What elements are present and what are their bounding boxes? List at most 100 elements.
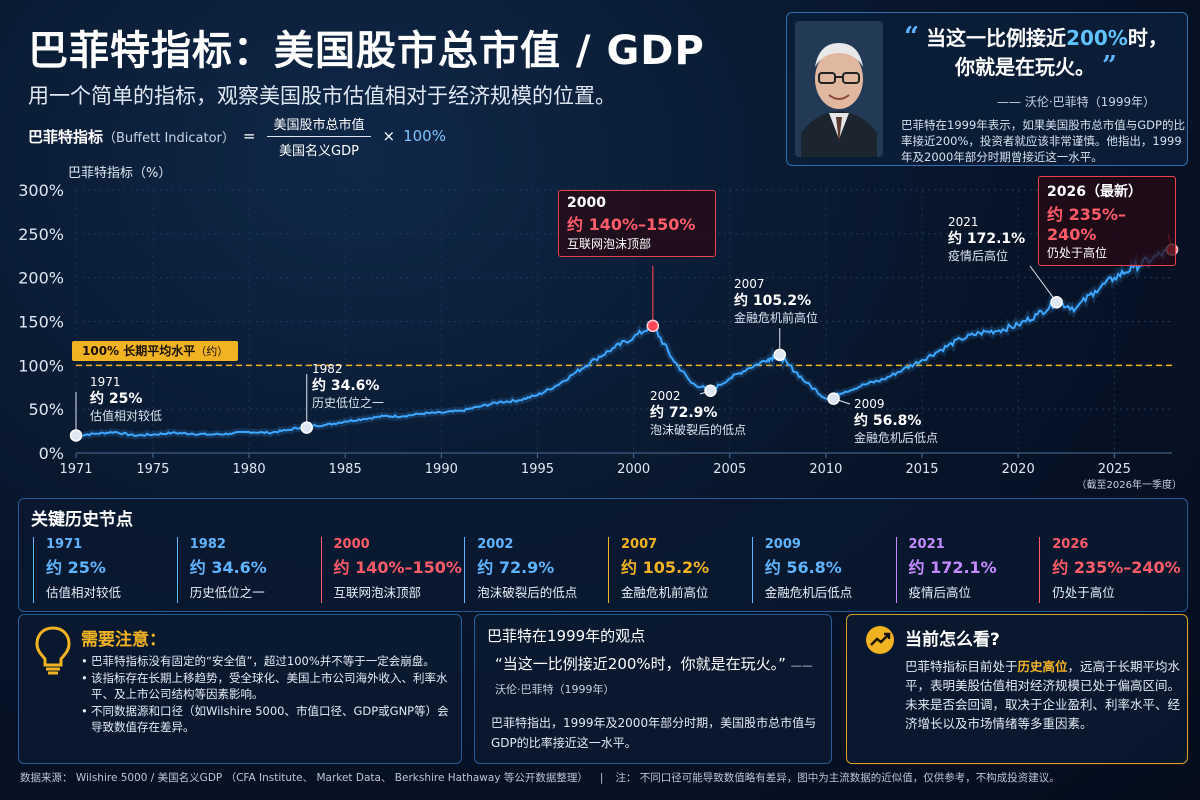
x-tick-label: 1980: [233, 462, 266, 477]
milestone-year: 2007: [621, 537, 658, 552]
x-axis-note: （截至2026年一季度）: [1076, 480, 1182, 491]
footer-separator: |: [599, 772, 604, 784]
quote-description: 巴菲特在1999年表示，如果美国股市总市值与GDP的比率接近200%，投资者就应…: [901, 118, 1185, 164]
milestone-value: 约 140%–150%: [333, 558, 462, 577]
milestone-year: 1971: [46, 537, 83, 552]
outlook-title: 当前怎么看?: [905, 630, 1000, 650]
annotation-1982-year: 1982: [312, 362, 343, 376]
formula-denominator: 美国名义GDP: [279, 143, 359, 159]
buffett-portrait: [795, 21, 883, 157]
outlook-body-post: ，远高于长期平均水平，表明美股估值相对经济规模已处于偏高区间。未来是否会回调，取…: [905, 659, 1181, 731]
caution-panel: 需要注意： 巴菲特指标没有固定的“安全值”，超过100%并不等于一定会崩盘。 该…: [18, 614, 462, 764]
caution-item: 该指标存在长期上移趋势，受全球化、美国上市公司海外收入、利率水平、及上市公司结构…: [81, 670, 453, 702]
annotation-2026-value: 约 235%–240%: [1047, 205, 1127, 244]
series-line: [75, 247, 1173, 438]
open-quote-mark: “: [904, 22, 920, 52]
y-tick-label: 300%: [18, 181, 64, 200]
annotation-1982: 1982 约 34.6% 历史低位之一: [312, 361, 384, 412]
y-tick-label: 0%: [39, 444, 64, 463]
buffett-view-title: 巴菲特在1999年的观点: [487, 627, 646, 645]
annotation-2009: 2009 约 56.8% 金融危机后低点: [854, 396, 938, 447]
annotation-2000-desc: 互联网泡沫顶部: [567, 237, 652, 251]
annotation-2009-year: 2009: [854, 397, 885, 411]
annotation-2026-desc: 仍处于高位: [1047, 246, 1108, 260]
formula-numerator: 美国股市总市值: [267, 114, 371, 137]
outlook-body: 巴菲特指标目前处于历史高位，远高于长期平均水平，表明美股估值相对经济规模已处于偏…: [905, 657, 1181, 733]
buffett-1999-view-panel: 巴菲特在1999年的观点 “当这一比例接近200%时，你就是在玩火。” —— 沃…: [474, 614, 832, 764]
formula-label-en: （Buffett Indicator）: [103, 130, 235, 146]
annotation-2026: 2026（最新） 约 235%–240% 仍处于高位: [1038, 176, 1176, 266]
milestone-desc: 金融危机前高位: [621, 585, 709, 600]
y-tick-label: 200%: [18, 269, 64, 288]
caution-item: 不同数据源和口径（如Wilshire 5000、市值口径、GDP或GNP等）会导…: [81, 703, 453, 735]
average-line-label: 100% 长期平均水平（约）: [72, 341, 239, 361]
milestone-desc: 互联网泡沫顶部: [333, 585, 422, 600]
annotation-2000-value: 约 140%–150%: [567, 215, 696, 234]
caution-list: 巴菲特指标没有固定的“安全值”，超过100%并不等于一定会崩盘。 该指标存在长期…: [81, 653, 453, 736]
chart-area: 巴菲特指标（%） 0% 50% 100% 150% 200% 250% 300% 1971 19…: [0, 158, 1200, 496]
x-tick-label: 2005: [713, 462, 746, 477]
annotation-2009-desc: 金融危机后低点: [854, 431, 939, 445]
x-tick-label: 2025: [1098, 462, 1131, 477]
annotation-2002-desc: 泡沫破裂后的低点: [650, 423, 747, 437]
quote-headline: “ 当这一比例接近200%时， 你就是在玩火。 ”: [891, 23, 1181, 81]
milestone-desc: 仍处于高位: [1052, 585, 1115, 600]
milestone-1971: 1971 约 25% 估值相对较低: [33, 537, 177, 603]
buffett-view-author: —— 沃伦·巴菲特（1999年）: [495, 659, 813, 696]
annotation-2007-value: 约 105.2%: [734, 293, 812, 309]
lightbulb-icon: [35, 626, 71, 675]
highlight-marker: [827, 392, 840, 405]
x-tick-label: 1995: [521, 462, 554, 477]
x-tick-label: 1990: [425, 462, 458, 477]
highlight-marker: [69, 429, 83, 442]
y-tick-label: 50%: [28, 400, 64, 419]
y-tick-label: 150%: [18, 313, 64, 332]
x-tick-label: 2020: [1002, 462, 1035, 477]
highlight-marker: [1050, 295, 1063, 309]
milestone-2021: 2021 约 172.1% 疫情后高位: [895, 537, 1040, 603]
footer-source: 数据来源： Wilshire 5000 / 美国名义GDP （CFA Insti…: [20, 772, 588, 784]
milestone-desc: 疫情后高位: [908, 585, 972, 600]
annotation-2021-leader: [1029, 265, 1058, 303]
formula-label: 巴菲特指标: [28, 127, 104, 146]
page-title: 巴菲特指标：美国股市总市值 / GDP: [28, 28, 705, 74]
milestone-value: 约 172.1%: [908, 558, 997, 577]
milestone-2009: 2009 约 56.8% 金融危机后低点: [751, 537, 896, 603]
annotation-2000: 2000 约 140%–150% 互联网泡沫顶部: [558, 190, 716, 257]
y-tick-label: 250%: [18, 225, 64, 244]
x-tick-label: 1985: [329, 462, 362, 477]
milestone-desc: 估值相对较低: [46, 585, 122, 600]
milestone-year: 2002: [477, 537, 514, 552]
milestone-desc: 泡沫破裂后的低点: [477, 585, 578, 600]
formula-equals: =: [242, 127, 256, 145]
formula-fraction: 美国股市总市值 美国名义GDP: [267, 114, 371, 159]
annotation-2026-year: 2026（最新）: [1047, 184, 1142, 200]
annotation-2009-value: 约 56.8%: [854, 413, 922, 429]
buffett-view-quote-text: 当这一比例接近200%时，你就是在玩火。: [502, 655, 779, 673]
milestone-2000: 2000 约 140%–150% 互联网泡沫顶部: [320, 537, 465, 603]
quote-line1-pre: 当这一比例接近: [926, 26, 1067, 50]
y-tick-label: 100%: [18, 356, 64, 375]
milestone-2007: 2007 约 105.2% 金融危机前高位: [608, 537, 752, 603]
milestone-value: 约 235%–240%: [1052, 558, 1181, 577]
x-tick-label: 2015: [905, 462, 938, 477]
quote-line2: 你就是在玩火。: [955, 55, 1096, 79]
milestone-value: 约 25%: [46, 558, 106, 577]
trend-up-icon: [866, 626, 894, 654]
milestone-desc: 金融危机后低点: [764, 585, 853, 600]
annotation-2007-year: 2007: [734, 277, 765, 291]
formula-percent: 100%: [403, 127, 446, 145]
buffett-view-body: 巴菲特指出，1999年及2000年部分时期，美国股市总市值与GDP的比率接近这一…: [491, 716, 817, 750]
buffett-view-close-quote: ”: [778, 655, 786, 673]
key-milestones-panel: 关键历史节点 1971 约 25% 估值相对较低 1982 约 34.6% 历史低位之一 2…: [18, 498, 1188, 612]
portrait-illustration: [795, 21, 883, 157]
quote-line1-highlight: 200%: [1066, 26, 1128, 50]
highlight-marker: [773, 348, 786, 362]
y-axis-label: 巴菲特指标（%）: [68, 166, 172, 181]
annotation-2021-desc: 疫情后高位: [948, 249, 1009, 263]
footer: 数据来源： Wilshire 5000 / 美国名义GDP （CFA Insti…: [20, 770, 1190, 785]
page-subtitle: 用一个简单的指标，观察美国股市估值相对于经济规模的位置。: [28, 84, 616, 108]
annotation-2002-value: 约 72.9%: [650, 405, 718, 421]
annotation-1971-value: 约 25%: [90, 391, 143, 407]
annotation-2002-year: 2002: [650, 389, 681, 403]
